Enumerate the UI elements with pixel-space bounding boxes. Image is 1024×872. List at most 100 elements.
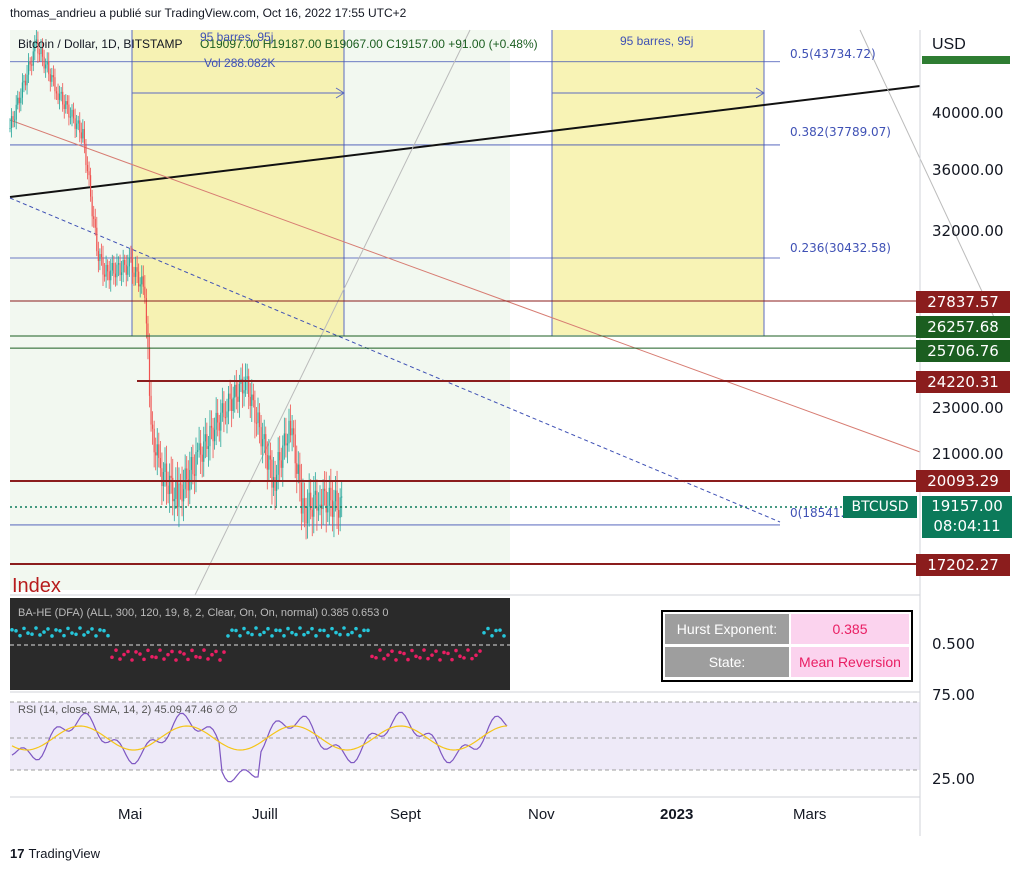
- tradingview-logo[interactable]: 17 TradingView: [10, 846, 100, 861]
- candle-body: [186, 468, 188, 480]
- candle-body: [34, 42, 36, 52]
- candle-body: [207, 446, 209, 449]
- index-dot: [262, 630, 266, 635]
- price-tag: 26257.68: [916, 316, 1010, 338]
- candle-body: [62, 91, 64, 105]
- time-label: Mars: [793, 806, 827, 823]
- index-dot: [170, 649, 174, 654]
- index-dot: [382, 656, 386, 661]
- candle-body: [268, 455, 270, 470]
- index-dot: [378, 648, 382, 652]
- time-label: Juill: [252, 806, 278, 823]
- candle-body: [172, 477, 174, 502]
- candle-body: [336, 490, 338, 510]
- index-dot: [14, 629, 18, 633]
- candle-body: [147, 323, 149, 348]
- state-value: Mean Reversion: [791, 647, 909, 677]
- candle-body: [192, 457, 194, 475]
- symbol-tag[interactable]: BTCUSD: [843, 496, 917, 518]
- candle-body: [86, 165, 89, 172]
- index-dot: [90, 627, 94, 631]
- candle-body: [201, 454, 203, 462]
- index-dot: [182, 652, 186, 656]
- index-dot: [298, 626, 302, 630]
- candle-body: [187, 479, 189, 491]
- candle-body: [48, 61, 50, 75]
- candle-body: [269, 455, 271, 460]
- legend-ohlc: O19097.00 H19187.00 B19067.00 C19157.00 …: [200, 37, 538, 51]
- trendlines: [9, 29, 1001, 596]
- price-tag: 24220.31: [916, 371, 1010, 393]
- candle-body: [322, 488, 324, 510]
- candle-body: [69, 116, 72, 118]
- index-dot: [294, 632, 298, 637]
- currency-label[interactable]: USD: [932, 36, 966, 53]
- candle-body: [141, 276, 143, 285]
- index-dot: [326, 634, 330, 638]
- index-dot: [442, 650, 446, 655]
- candle-body: [161, 468, 163, 487]
- index-dot: [198, 655, 202, 660]
- candle-body: [254, 400, 256, 423]
- candle-body: [164, 463, 166, 473]
- legend-symbol[interactable]: Bitcoin / Dollar, 1D, BITSTAMP: [18, 37, 183, 51]
- index-dot: [422, 648, 426, 652]
- candle-body: [330, 487, 332, 501]
- candle-body: [122, 260, 124, 273]
- hurst-value: 0.385: [791, 614, 909, 644]
- candle-body: [167, 485, 169, 495]
- index-dot: [258, 632, 262, 637]
- candle-body: [231, 399, 233, 411]
- candle-body: [85, 143, 87, 166]
- tv-logo-icon: 17: [10, 846, 25, 861]
- candle-body: [249, 396, 251, 406]
- candle-body: [183, 489, 185, 502]
- index-dot: [146, 648, 150, 653]
- candle-body: [338, 509, 340, 518]
- candle-body: [46, 61, 48, 65]
- bar-countdown: 08:04:11: [933, 517, 1001, 535]
- candle-body: [76, 123, 78, 129]
- fib-label-0-382: 0.382(37789.07): [790, 125, 891, 139]
- index-dot: [230, 628, 234, 632]
- rsi-tick: 25.00: [932, 770, 975, 788]
- index-dot: [238, 633, 242, 638]
- candle-body: [246, 376, 248, 379]
- candle-body: [63, 104, 65, 109]
- index-dot: [374, 655, 378, 660]
- candle-body: [307, 506, 309, 524]
- candle-body: [226, 411, 228, 418]
- candle-body: [94, 218, 96, 228]
- candle-body: [158, 444, 160, 458]
- candle-body: [310, 492, 312, 510]
- candle-body: [57, 93, 59, 100]
- candle-body: [293, 428, 295, 435]
- index-dot: [482, 630, 486, 635]
- range-arrow-head: [335, 87, 345, 99]
- index-dot: [310, 626, 314, 631]
- candle-body: [165, 463, 168, 486]
- index-dot: [34, 626, 38, 630]
- candle-body: [124, 260, 126, 265]
- candle-body: [294, 434, 296, 464]
- candle-body: [136, 267, 138, 272]
- candle-body: [142, 276, 144, 287]
- candle-body: [291, 428, 293, 436]
- candle-body: [12, 116, 14, 120]
- candle-body: [49, 74, 51, 82]
- index-dot: [106, 633, 110, 638]
- candle-body: [45, 64, 47, 69]
- time-label: 2023: [660, 806, 694, 823]
- candle-body: [296, 463, 298, 474]
- candle-body: [243, 390, 245, 394]
- index-dot: [26, 631, 30, 635]
- candle-body: [91, 196, 93, 217]
- candle-body: [60, 91, 62, 94]
- index-dot: [498, 628, 502, 632]
- index-dot: [58, 628, 62, 633]
- rsi-ma-line: [11, 725, 508, 751]
- fib-label-0-236: 0.236(30432.58): [790, 241, 891, 255]
- candle-body: [227, 393, 230, 412]
- candle-body: [150, 395, 152, 425]
